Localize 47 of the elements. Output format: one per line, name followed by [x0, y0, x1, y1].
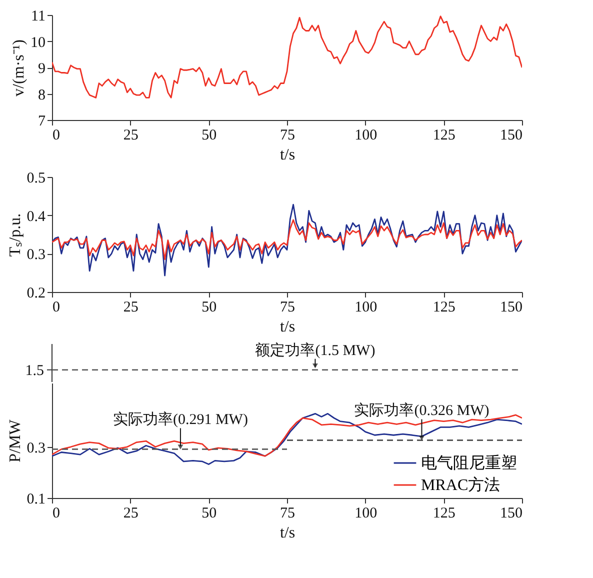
y-tick-label: 8: [38, 87, 46, 104]
x-tick-label: 25: [123, 128, 138, 144]
y-axis-title: Tₛ/p.u.: [6, 213, 24, 257]
x-tick-label: 75: [280, 128, 295, 144]
x-tick-label: 125: [432, 506, 456, 522]
x-axis-title: t/s: [280, 524, 296, 542]
y-tick-label: 10: [30, 34, 46, 51]
line-series: [52, 219, 522, 260]
annotation: 实际功率(0.291 MW): [112, 411, 248, 428]
x-tick-label: 25: [123, 300, 138, 316]
x-tick-label: 150: [500, 300, 522, 316]
line-series: [52, 204, 522, 276]
text: 额定功率(1.5 MW): [255, 342, 376, 359]
x-tick-label: 50: [202, 300, 217, 316]
x-tick-label: 125: [432, 128, 456, 144]
x-tick-label: 25: [123, 506, 138, 522]
x-tick-label: 75: [280, 300, 295, 316]
x-tick-label: 150: [500, 128, 522, 144]
y-tick-label: 0.5: [26, 170, 46, 186]
y-axis-title: P/MW: [6, 418, 24, 462]
x-tick-label: 100: [354, 128, 378, 144]
x-axis-title: t/s: [280, 318, 296, 336]
y-tick-label: 9: [38, 61, 46, 77]
text: 1.5: [25, 362, 44, 379]
x-tick-label: 0: [52, 300, 60, 316]
line-series: [52, 16, 522, 98]
y-tick-label: 0.1: [26, 492, 46, 508]
legend-label: MRAC方法: [421, 476, 500, 494]
x-tick-label: 50: [202, 128, 217, 144]
x-tick-label: 0: [52, 128, 60, 144]
x-tick-label: 0: [52, 506, 60, 522]
x-tick-label: 75: [280, 506, 295, 522]
y-tick-label: 0.3: [26, 440, 46, 456]
y-tick-label: 7: [38, 114, 46, 130]
y-tick-label: 0.2: [26, 286, 46, 302]
x-tick-label: 125: [432, 300, 456, 316]
annotation: 实际功率(0.326 MW): [354, 402, 490, 420]
x-axis-title: t/s: [280, 146, 296, 164]
y-tick-label: 0.3: [26, 247, 46, 264]
legend-label: 电气阻尼重塑: [421, 454, 517, 472]
y-tick-label: 0.4: [26, 208, 46, 225]
x-tick-label: 100: [354, 300, 378, 316]
x-tick-label: 150: [500, 506, 522, 522]
y-axis-title: v/(m·s⁻¹): [10, 40, 28, 96]
x-tick-label: 100: [354, 506, 378, 522]
y-tick-label: 11: [31, 8, 46, 24]
x-tick-label: 50: [202, 506, 217, 522]
